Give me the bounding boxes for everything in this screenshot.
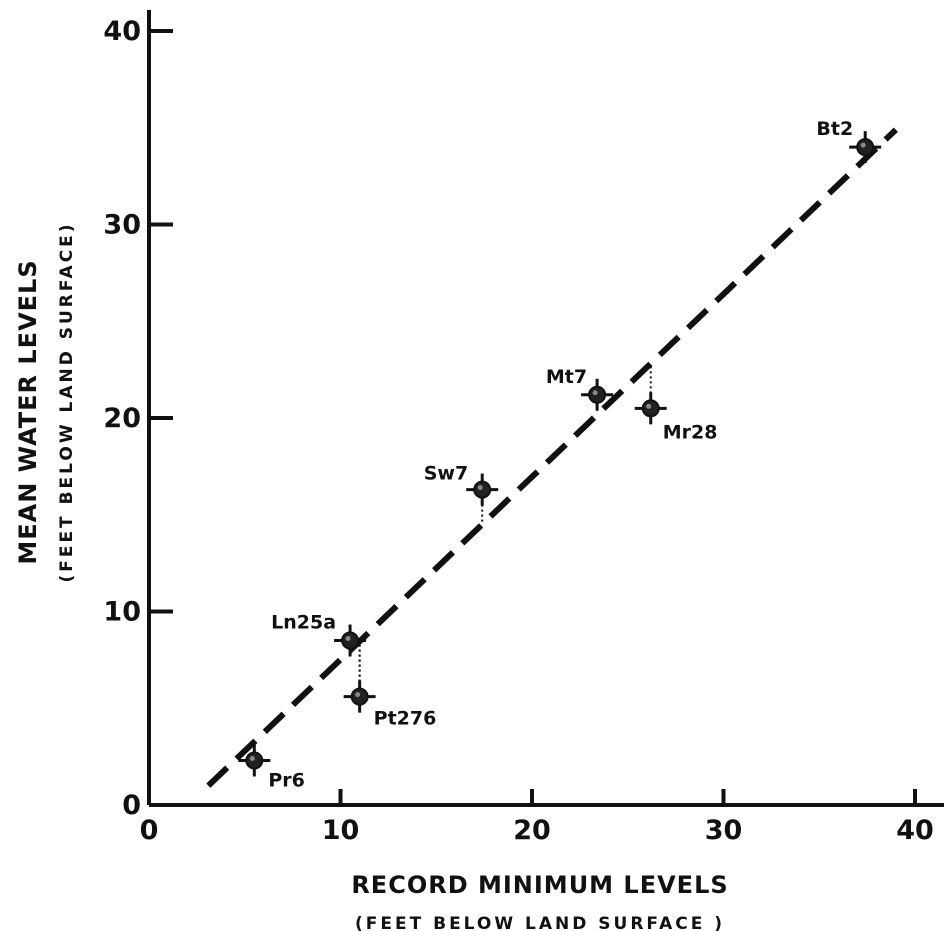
- point-Mt7-highlight: [592, 390, 598, 396]
- point-label-Ln25a: Ln25a: [271, 612, 336, 634]
- y-axis-subtitle: (FEET BELOW LAND SURFACE): [57, 221, 77, 582]
- point-Pr6-marker: [245, 751, 264, 770]
- point-Bt2: Bt2: [816, 118, 882, 164]
- x-ticks: 0 10 20 30 40: [140, 789, 934, 846]
- axes: [147, 10, 944, 807]
- point-label-Pr6: Pr6: [268, 769, 305, 791]
- point-Sw7-marker: [473, 480, 492, 499]
- point-Ln25a-marker: [341, 631, 360, 650]
- x-tick-label-10: 10: [322, 815, 360, 846]
- x-tick-label-0: 0: [140, 815, 159, 846]
- y-tick-label-30: 30: [103, 210, 141, 241]
- point-label-Mr28: Mr28: [663, 421, 718, 443]
- y-tick-label-40: 40: [103, 16, 141, 47]
- x-axis-title-group: RECORD MINIMUM LEVELS (FEET BELOW LAND S…: [351, 871, 728, 931]
- point-Bt2-marker: [856, 138, 875, 157]
- point-Mt7: Mt7: [546, 366, 614, 411]
- point-Bt2-highlight: [860, 142, 866, 148]
- point-Pt276-marker: [350, 687, 369, 706]
- point-Pt276-highlight: [355, 692, 361, 698]
- point-Mr28-highlight: [646, 403, 652, 409]
- x-axis-subtitle: (FEET BELOW LAND SURFACE ): [355, 914, 725, 931]
- point-Sw7: Sw7: [424, 463, 499, 506]
- x-tick-label-30: 30: [705, 815, 743, 846]
- y-tick-label-10: 10: [103, 597, 141, 628]
- y-ticks: 0 10 20 30 40: [103, 16, 173, 821]
- point-Ln25a-highlight: [345, 636, 351, 642]
- point-label-Bt2: Bt2: [816, 118, 853, 140]
- point-Mr28: Mr28: [634, 392, 718, 443]
- trend-line: [206, 127, 898, 788]
- y-axis-title-group: MEAN WATER LEVELS (FEET BELOW LAND SURFA…: [14, 221, 77, 582]
- point-Pr6-highlight: [249, 755, 255, 761]
- y-tick-label-0: 0: [122, 790, 141, 821]
- x-tick-label-20: 20: [513, 815, 551, 846]
- point-Ln25a: Ln25a: [271, 612, 367, 657]
- point-Mr28-marker: [641, 399, 660, 418]
- point-connectors: [358, 363, 652, 697]
- x-tick-label-40: 40: [896, 815, 934, 846]
- point-label-Mt7: Mt7: [546, 366, 587, 388]
- y-axis-title: MEAN WATER LEVELS: [14, 259, 42, 564]
- point-Pt276: Pt276: [343, 680, 437, 730]
- y-tick-label-20: 20: [103, 403, 141, 434]
- point-label-Pt276: Pt276: [374, 708, 437, 730]
- data-points: Pr6 Ln25a Pt276 Sw7 Mt7 Mr28 Bt2: [238, 118, 882, 791]
- x-axis-title: RECORD MINIMUM LEVELS: [351, 871, 728, 899]
- point-Mt7-marker: [588, 385, 607, 404]
- point-Pr6: Pr6: [238, 744, 305, 791]
- point-Sw7-highlight: [477, 485, 483, 491]
- point-label-Sw7: Sw7: [424, 463, 468, 485]
